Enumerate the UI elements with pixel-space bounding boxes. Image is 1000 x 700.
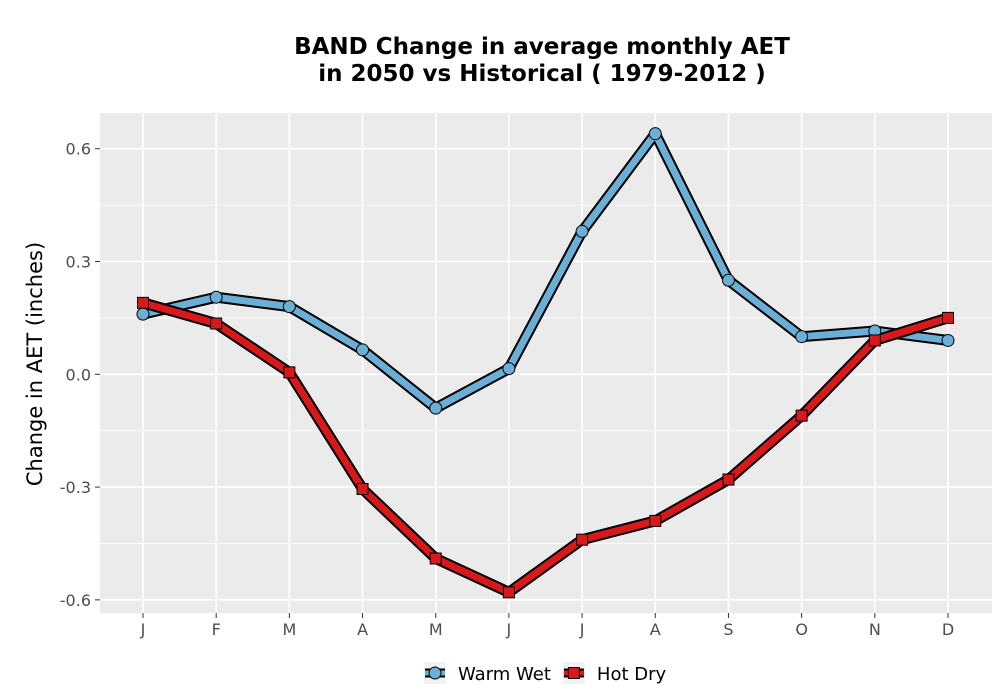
series-line	[139, 130, 952, 412]
x-tick-label: N	[869, 620, 881, 639]
data-point	[648, 127, 662, 141]
data-point	[502, 362, 516, 376]
data-point	[576, 533, 589, 546]
y-axis-label: Change in AET (inches)	[23, 242, 47, 486]
y-tick-label: -0.3	[60, 478, 91, 497]
data-point	[942, 311, 954, 324]
series-layer	[136, 127, 955, 599]
data-point	[868, 334, 881, 347]
x-tick-label: J	[140, 620, 146, 639]
legend-key-marker	[567, 667, 580, 679]
data-point	[283, 366, 296, 379]
data-point	[795, 330, 809, 344]
data-point	[356, 343, 370, 357]
data-point	[429, 401, 443, 415]
x-tick-label: A	[650, 620, 661, 639]
minor-gridlines	[100, 204, 992, 544]
x-tick-label: O	[795, 620, 808, 639]
data-point	[137, 296, 149, 309]
x-tick-label: M	[429, 620, 443, 639]
data-point	[795, 409, 808, 422]
data-point	[649, 514, 662, 527]
x-tick-label: D	[942, 620, 954, 639]
legend-label: Hot Dry	[597, 664, 667, 685]
x-tick-label: M	[282, 620, 296, 639]
plot-panel	[100, 113, 992, 613]
data-point	[575, 224, 589, 238]
x-tick-label: A	[357, 620, 368, 639]
x-tick-label: S	[723, 620, 733, 639]
legend-key-marker	[428, 666, 442, 680]
data-point	[210, 317, 223, 330]
data-point	[941, 333, 955, 347]
data-point	[722, 473, 735, 486]
y-axis-ticks: 0.6 0.3 0.0 -0.3 -0.6	[60, 140, 100, 610]
data-point	[209, 290, 223, 304]
y-tick-label: 0.3	[66, 252, 91, 271]
chart-title-line-1: BAND Change in average monthly AET	[294, 34, 790, 60]
chart-title-line-2: in 2050 vs Historical ( 1979-2012 )	[318, 61, 765, 87]
series-markers-warm-wet	[136, 127, 955, 415]
data-point	[502, 586, 515, 599]
x-tick-label: J	[506, 620, 512, 639]
series-warm-wet	[137, 128, 954, 414]
series-markers-hot-dry	[137, 296, 954, 599]
legend-item: Hot Dry	[562, 662, 667, 685]
legend-label: Warm Wet	[458, 664, 551, 685]
legend-item: Warm Wet	[424, 662, 551, 685]
y-tick-label: -0.6	[60, 591, 91, 610]
data-point	[356, 482, 369, 495]
y-tick-label: 0.0	[66, 365, 91, 384]
data-point	[282, 300, 296, 314]
data-point	[136, 307, 150, 321]
y-tick-label: 0.6	[66, 140, 91, 159]
series-line	[139, 299, 952, 596]
x-tick-label: F	[212, 620, 221, 639]
legend: Warm Wet Hot Dry	[424, 662, 666, 685]
x-tick-label: J	[579, 620, 585, 639]
data-point	[429, 552, 442, 565]
data-point	[721, 273, 735, 287]
series-hot-dry	[137, 297, 954, 598]
